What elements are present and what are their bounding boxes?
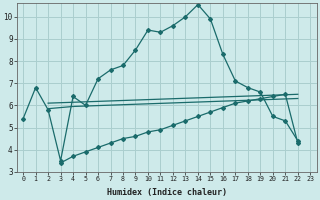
X-axis label: Humidex (Indice chaleur): Humidex (Indice chaleur) xyxy=(107,188,227,197)
